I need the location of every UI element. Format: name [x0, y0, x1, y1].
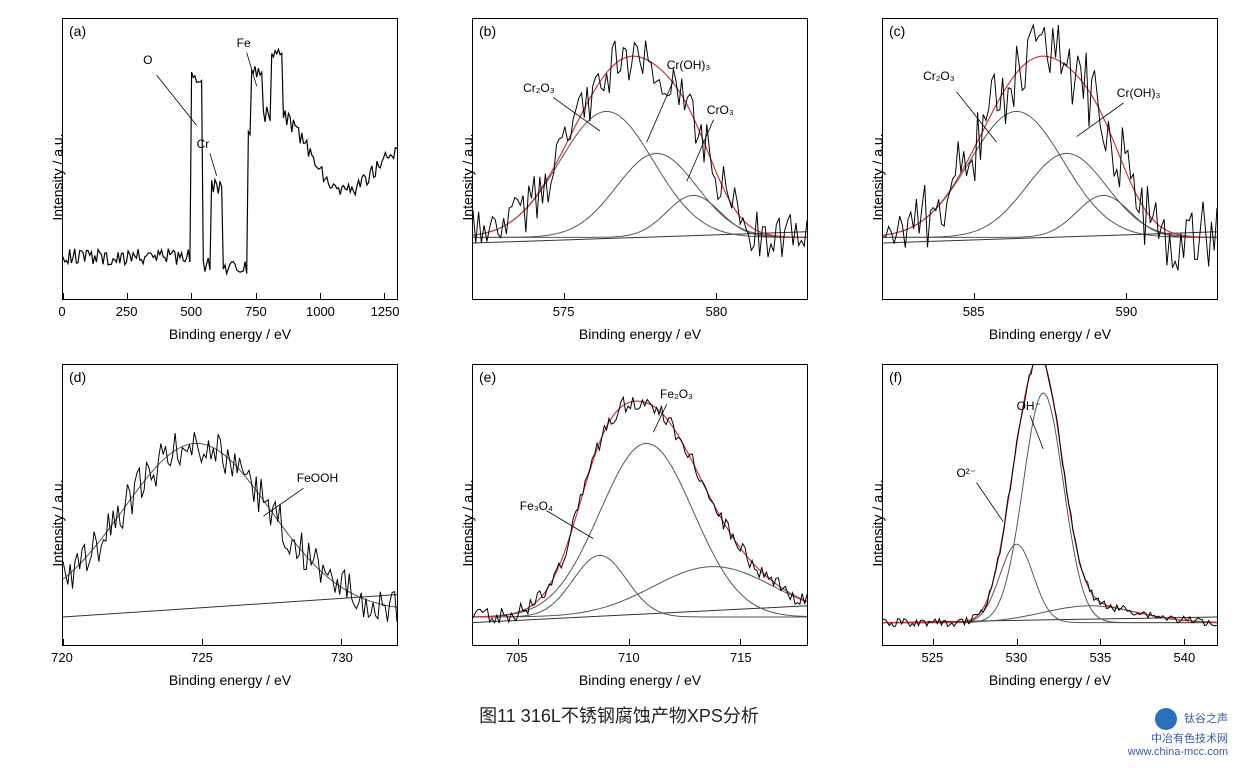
tick-mark [127, 293, 128, 299]
panel-label: (e) [479, 369, 496, 385]
tick-mark [191, 293, 192, 299]
tick-mark [629, 639, 630, 645]
panel-b: Intensity / a.u.(b)Cr₂O₃Cr(OH)₃CrO₃57558… [420, 10, 818, 344]
xticks: 720725730 [62, 650, 398, 668]
xtick: 750 [245, 304, 267, 319]
panel-d: Intensity / a.u.(d)FeOOH720725730Binding… [10, 356, 408, 690]
plot-area: (a) O Cr Fe [62, 18, 398, 300]
plot-area: (c) Cr₂O₃ Cr(OH)₃ [882, 18, 1218, 300]
tick-mark [384, 293, 385, 299]
panel-label: (a) [69, 23, 86, 39]
xtick: 710 [618, 650, 640, 665]
xtick: 540 [1174, 650, 1196, 665]
xtick: 525 [922, 650, 944, 665]
xticks: 025050075010001250 [62, 304, 398, 322]
watermark-site: 中冶有色技术网 [1128, 730, 1228, 746]
xtick: 580 [706, 304, 728, 319]
peak-label: Cr₂O₃ [923, 69, 955, 83]
tick-mark [202, 639, 203, 645]
tick-mark [1100, 639, 1101, 645]
panel-f: Intensity / a.u.(f)OH⁻O²⁻525530535540Bin… [830, 356, 1228, 690]
spectrum-svg [63, 365, 397, 645]
peak-label: CrO₃ [707, 103, 734, 117]
peak-label: Fe₂O₃ [660, 387, 693, 401]
watermark-url: www.china-mcc.com [1128, 746, 1228, 758]
panel-label: (d) [69, 369, 86, 385]
tick-mark [740, 639, 741, 645]
peak-label: Cr(OH)₃ [667, 58, 711, 72]
tick-mark [974, 293, 975, 299]
peak-label: O²⁻ [956, 466, 976, 480]
xtick: 590 [1116, 304, 1138, 319]
xtick: 585 [963, 304, 985, 319]
tick-mark [518, 639, 519, 645]
peak-label: O [143, 53, 152, 67]
peak-label: Fe [237, 36, 251, 50]
xtick: 535 [1090, 650, 1112, 665]
plot-area: (d) FeOOH [62, 364, 398, 646]
figure-caption: 图11 316L不锈钢腐蚀产物XPS分析 [10, 702, 1228, 728]
tick-mark [564, 293, 565, 299]
panel-label: (c) [889, 23, 905, 39]
panel-label: (b) [479, 23, 496, 39]
peak-label: Fe₃O₄ [520, 499, 553, 513]
xtick: 725 [191, 650, 213, 665]
xlabel: Binding energy / eV [882, 672, 1218, 688]
xlabel: Binding energy / eV [62, 672, 398, 688]
xtick: 720 [51, 650, 73, 665]
panel-e: Intensity / a.u.(e)Fe₂O₃Fe₃O₄705710715Bi… [420, 356, 818, 690]
panel-c: Intensity / a.u.(c)Cr₂O₃Cr(OH)₃585590Bin… [830, 10, 1228, 344]
tick-mark [716, 293, 717, 299]
tick-mark [1017, 639, 1018, 645]
xtick: 250 [116, 304, 138, 319]
tick-mark [1126, 293, 1127, 299]
xticks: 575 580 [472, 304, 808, 322]
plot-area: (b) Cr₂O₃ Cr(OH)₃ CrO₃ [472, 18, 808, 300]
xtick: 715 [730, 650, 752, 665]
xlabel: Binding energy / eV [62, 326, 398, 342]
plot-area: (e) Fe₂O₃ Fe₃O₄ [472, 364, 808, 646]
peak-label: Cr [197, 137, 210, 151]
peak-label: FeOOH [297, 471, 338, 485]
tick-mark [320, 293, 321, 299]
watermark: 钛谷之声 中冶有色技术网 www.china-mcc.com [1128, 708, 1228, 758]
xtick: 1250 [371, 304, 400, 319]
xticks: 585 590 [882, 304, 1218, 322]
xticks: 705 710 715 [472, 650, 808, 668]
tick-mark [63, 293, 64, 299]
tick-mark [1184, 639, 1185, 645]
spectrum-svg [883, 19, 1217, 299]
tick-mark [63, 639, 64, 645]
xlabel: Binding energy / eV [472, 326, 808, 342]
xtick: 0 [58, 304, 65, 319]
peak-label: Cr₂O₃ [523, 81, 555, 95]
xlabel: Binding energy / eV [472, 672, 808, 688]
peak-label: Cr(OH)₃ [1117, 86, 1161, 100]
peak-label: OH⁻ [1017, 399, 1041, 413]
xlabel: Binding energy / eV [882, 326, 1218, 342]
spectrum-svg [473, 19, 807, 299]
tick-mark [933, 639, 934, 645]
spectrum-svg [883, 365, 1217, 645]
watermark-text: 钛谷之声 [1184, 713, 1228, 725]
panel-a: Intensity / a.u.(a)OCrFe0250500750100012… [10, 10, 408, 344]
xtick: 530 [1006, 650, 1028, 665]
xtick: 705 [506, 650, 528, 665]
xtick: 1000 [306, 304, 335, 319]
xtick: 575 [553, 304, 575, 319]
watermark-logo-icon [1155, 708, 1177, 730]
spectrum-svg [63, 19, 397, 299]
plot-area: (f) OH⁻ O²⁻ [882, 364, 1218, 646]
panel-grid: Intensity / a.u.(a)OCrFe0250500750100012… [10, 10, 1228, 690]
xtick: 730 [331, 650, 353, 665]
tick-mark [256, 293, 257, 299]
panel-label: (f) [889, 369, 902, 385]
xtick: 500 [180, 304, 202, 319]
xticks: 525 530 535 540 [882, 650, 1218, 668]
tick-mark [341, 639, 342, 645]
